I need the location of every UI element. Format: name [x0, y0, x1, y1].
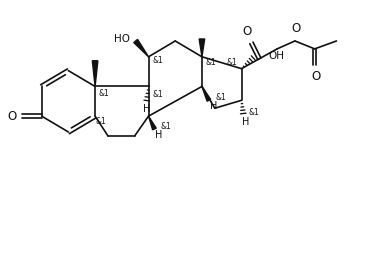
Text: &1: &1 — [152, 90, 163, 99]
Text: &1: &1 — [215, 93, 226, 102]
Text: H: H — [143, 104, 150, 114]
Text: O: O — [8, 110, 17, 123]
Text: H: H — [155, 130, 162, 140]
Polygon shape — [134, 39, 149, 57]
Polygon shape — [93, 61, 98, 86]
Text: &1: &1 — [226, 58, 237, 67]
Text: OH: OH — [268, 51, 284, 61]
Text: O: O — [311, 70, 320, 83]
Text: O: O — [291, 22, 301, 35]
Text: &1: &1 — [96, 117, 106, 126]
Text: H: H — [242, 117, 249, 127]
Text: H: H — [210, 101, 218, 111]
Polygon shape — [199, 39, 205, 57]
Text: &1: &1 — [152, 56, 163, 65]
Text: &1: &1 — [161, 122, 172, 131]
Text: &1: &1 — [99, 89, 109, 98]
Text: &1: &1 — [205, 58, 216, 67]
Text: HO: HO — [114, 34, 130, 44]
Text: &1: &1 — [248, 108, 259, 117]
Polygon shape — [202, 86, 211, 101]
Polygon shape — [149, 116, 156, 130]
Text: O: O — [243, 25, 252, 38]
